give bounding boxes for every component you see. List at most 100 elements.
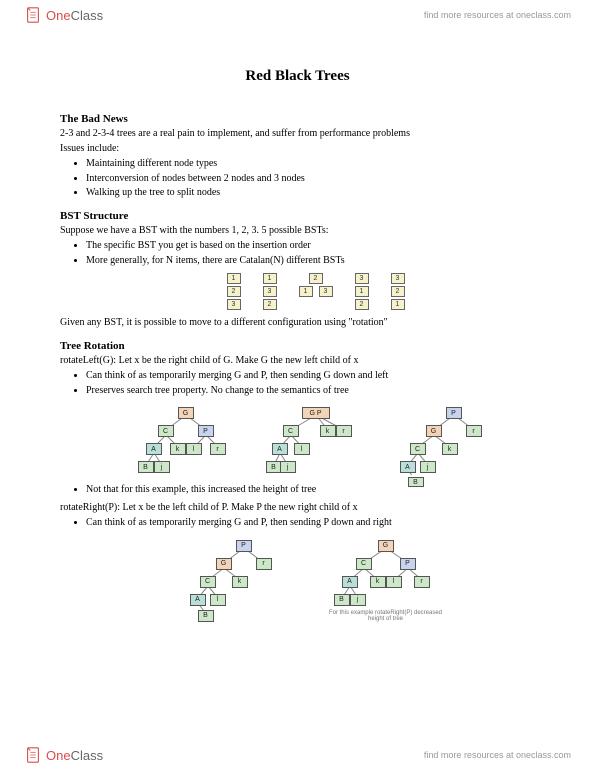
tree-node: A <box>190 594 206 606</box>
tree-node: r <box>336 425 352 437</box>
bst-heading: BST Structure <box>60 210 535 222</box>
tree-node: C <box>200 576 216 588</box>
rotation-tree: G C P A k l r B j <box>136 405 236 475</box>
tree-node: B <box>408 477 424 487</box>
page-footer: OneClass find more resources at oneclass… <box>0 740 595 770</box>
tree-node: 2 <box>391 286 405 297</box>
tree-node: 3 <box>227 299 241 310</box>
tree-node: 1 <box>355 286 369 297</box>
brand-logo: OneClass <box>24 6 103 24</box>
diagram-caption: For this example rotateRight(P) decrease… <box>326 610 446 622</box>
tree-node: P <box>400 558 416 570</box>
tree-node: j <box>280 461 296 473</box>
bst-tree: 1 3 2 <box>263 273 277 310</box>
rotate-left-note-list: Not that for this example, this increase… <box>86 483 535 497</box>
list-item: Preserves search tree property. No chang… <box>86 384 535 398</box>
rotation-heading: Tree Rotation <box>60 340 535 352</box>
list-item: Can think of as temporarily merging G an… <box>86 516 535 530</box>
bst-tree: 1 2 3 <box>227 273 241 310</box>
tree-node: k <box>370 576 386 588</box>
tree-node: 3 <box>263 286 277 297</box>
bst-outro: Given any BST, it is possible to move to… <box>60 316 535 330</box>
tree-node: k <box>442 443 458 455</box>
list-item: Maintaining different node types <box>86 157 535 171</box>
tree-node: G <box>178 407 194 419</box>
rotate-right-diagrams: P G r C k A l B G C P A k l r B j For th… <box>96 538 535 624</box>
tree-node: r <box>466 425 482 437</box>
tree-node: P <box>236 540 252 552</box>
footer-tagline[interactable]: find more resources at oneclass.com <box>424 750 571 760</box>
rotate-left-def: rotateLeft(G): Let x be the right child … <box>60 354 535 368</box>
tree-node: k <box>232 576 248 588</box>
rotate-right-def: rotateRight(P): Let x be the left child … <box>60 501 535 515</box>
rotation-tree: P G r C k A j B <box>396 405 496 475</box>
tree-node: l <box>210 594 226 606</box>
tree-node: k <box>170 443 186 455</box>
brand-class: Class <box>71 748 104 763</box>
tree-node: C <box>410 443 426 455</box>
tree-node: 2 <box>227 286 241 297</box>
list-item: Can think of as temporarily merging G an… <box>86 369 535 383</box>
paper-icon <box>24 746 42 764</box>
tree-node: 2 <box>309 273 323 284</box>
badnews-list: Maintaining different node types Interco… <box>86 157 535 200</box>
tree-node: P <box>446 407 462 419</box>
badnews-heading: The Bad News <box>60 113 535 125</box>
tree-node: j <box>350 594 366 606</box>
tree-node: B <box>138 461 154 473</box>
tree-node: B <box>334 594 350 606</box>
tree-node: r <box>256 558 272 570</box>
brand-text: OneClass <box>46 748 103 763</box>
tree-node: 1 <box>299 286 313 297</box>
list-item: The specific BST you get is based on the… <box>86 239 535 253</box>
tree-node: C <box>158 425 174 437</box>
tree-node: l <box>294 443 310 455</box>
tree-node: 3 <box>391 273 405 284</box>
tree-node: B <box>198 610 214 622</box>
tree-node: 2 <box>263 299 277 310</box>
paper-icon <box>24 6 42 24</box>
tree-node: A <box>342 576 358 588</box>
bst-trees-row: 1 2 3 1 3 2 2 13 3 1 2 3 2 1 <box>96 273 535 310</box>
bst-tree: 2 13 <box>299 273 333 310</box>
brand-text: OneClass <box>46 8 103 23</box>
tree-node: G <box>378 540 394 552</box>
tree-node: l <box>386 576 402 588</box>
page-content: Red Black Trees The Bad News 2-3 and 2-3… <box>0 30 595 666</box>
tree-node: C <box>356 558 372 570</box>
brand-one: One <box>46 8 71 23</box>
page-header: OneClass find more resources at oneclass… <box>0 0 595 30</box>
rotation-tree: G C P A k l r B j <box>326 538 446 608</box>
brand-one: One <box>46 748 71 763</box>
rotation-tree-wrapper: G C P A k l r B j For this example rotat… <box>326 538 446 624</box>
tree-node: j <box>420 461 436 473</box>
list-item: Walking up the tree to split nodes <box>86 186 535 200</box>
tree-node: A <box>146 443 162 455</box>
tree-node: 1 <box>263 273 277 284</box>
list-item: Interconversion of nodes between 2 nodes… <box>86 172 535 186</box>
tree-node: j <box>154 461 170 473</box>
rotate-left-diagrams: G C P A k l r B j G P C k r A l B j P G … <box>96 405 535 475</box>
header-tagline[interactable]: find more resources at oneclass.com <box>424 10 571 20</box>
tree-node: k <box>320 425 336 437</box>
tree-node: P <box>198 425 214 437</box>
rotate-left-list: Can think of as temporarily merging G an… <box>86 369 535 397</box>
tree-node: G <box>216 558 232 570</box>
bst-list: The specific BST you get is based on the… <box>86 239 535 267</box>
brand-logo: OneClass <box>24 746 103 764</box>
badnews-intro2: Issues include: <box>60 142 535 156</box>
list-item: Not that for this example, this increase… <box>86 483 535 497</box>
tree-node: 1 <box>391 299 405 310</box>
tree-node: 2 <box>355 299 369 310</box>
page-title: Red Black Trees <box>60 68 535 85</box>
bst-tree: 3 1 2 <box>355 273 369 310</box>
tree-node: G P <box>302 407 330 419</box>
tree-node: 3 <box>319 286 333 297</box>
tree-node: l <box>186 443 202 455</box>
badnews-intro1: 2-3 and 2-3-4 trees are a real pain to i… <box>60 127 535 141</box>
tree-node: A <box>400 461 416 473</box>
list-item: More generally, for N items, there are C… <box>86 254 535 268</box>
rotation-tree: P G r C k A l B <box>186 538 286 624</box>
tree-node: r <box>210 443 226 455</box>
rotate-right-list: Can think of as temporarily merging G an… <box>86 516 535 530</box>
